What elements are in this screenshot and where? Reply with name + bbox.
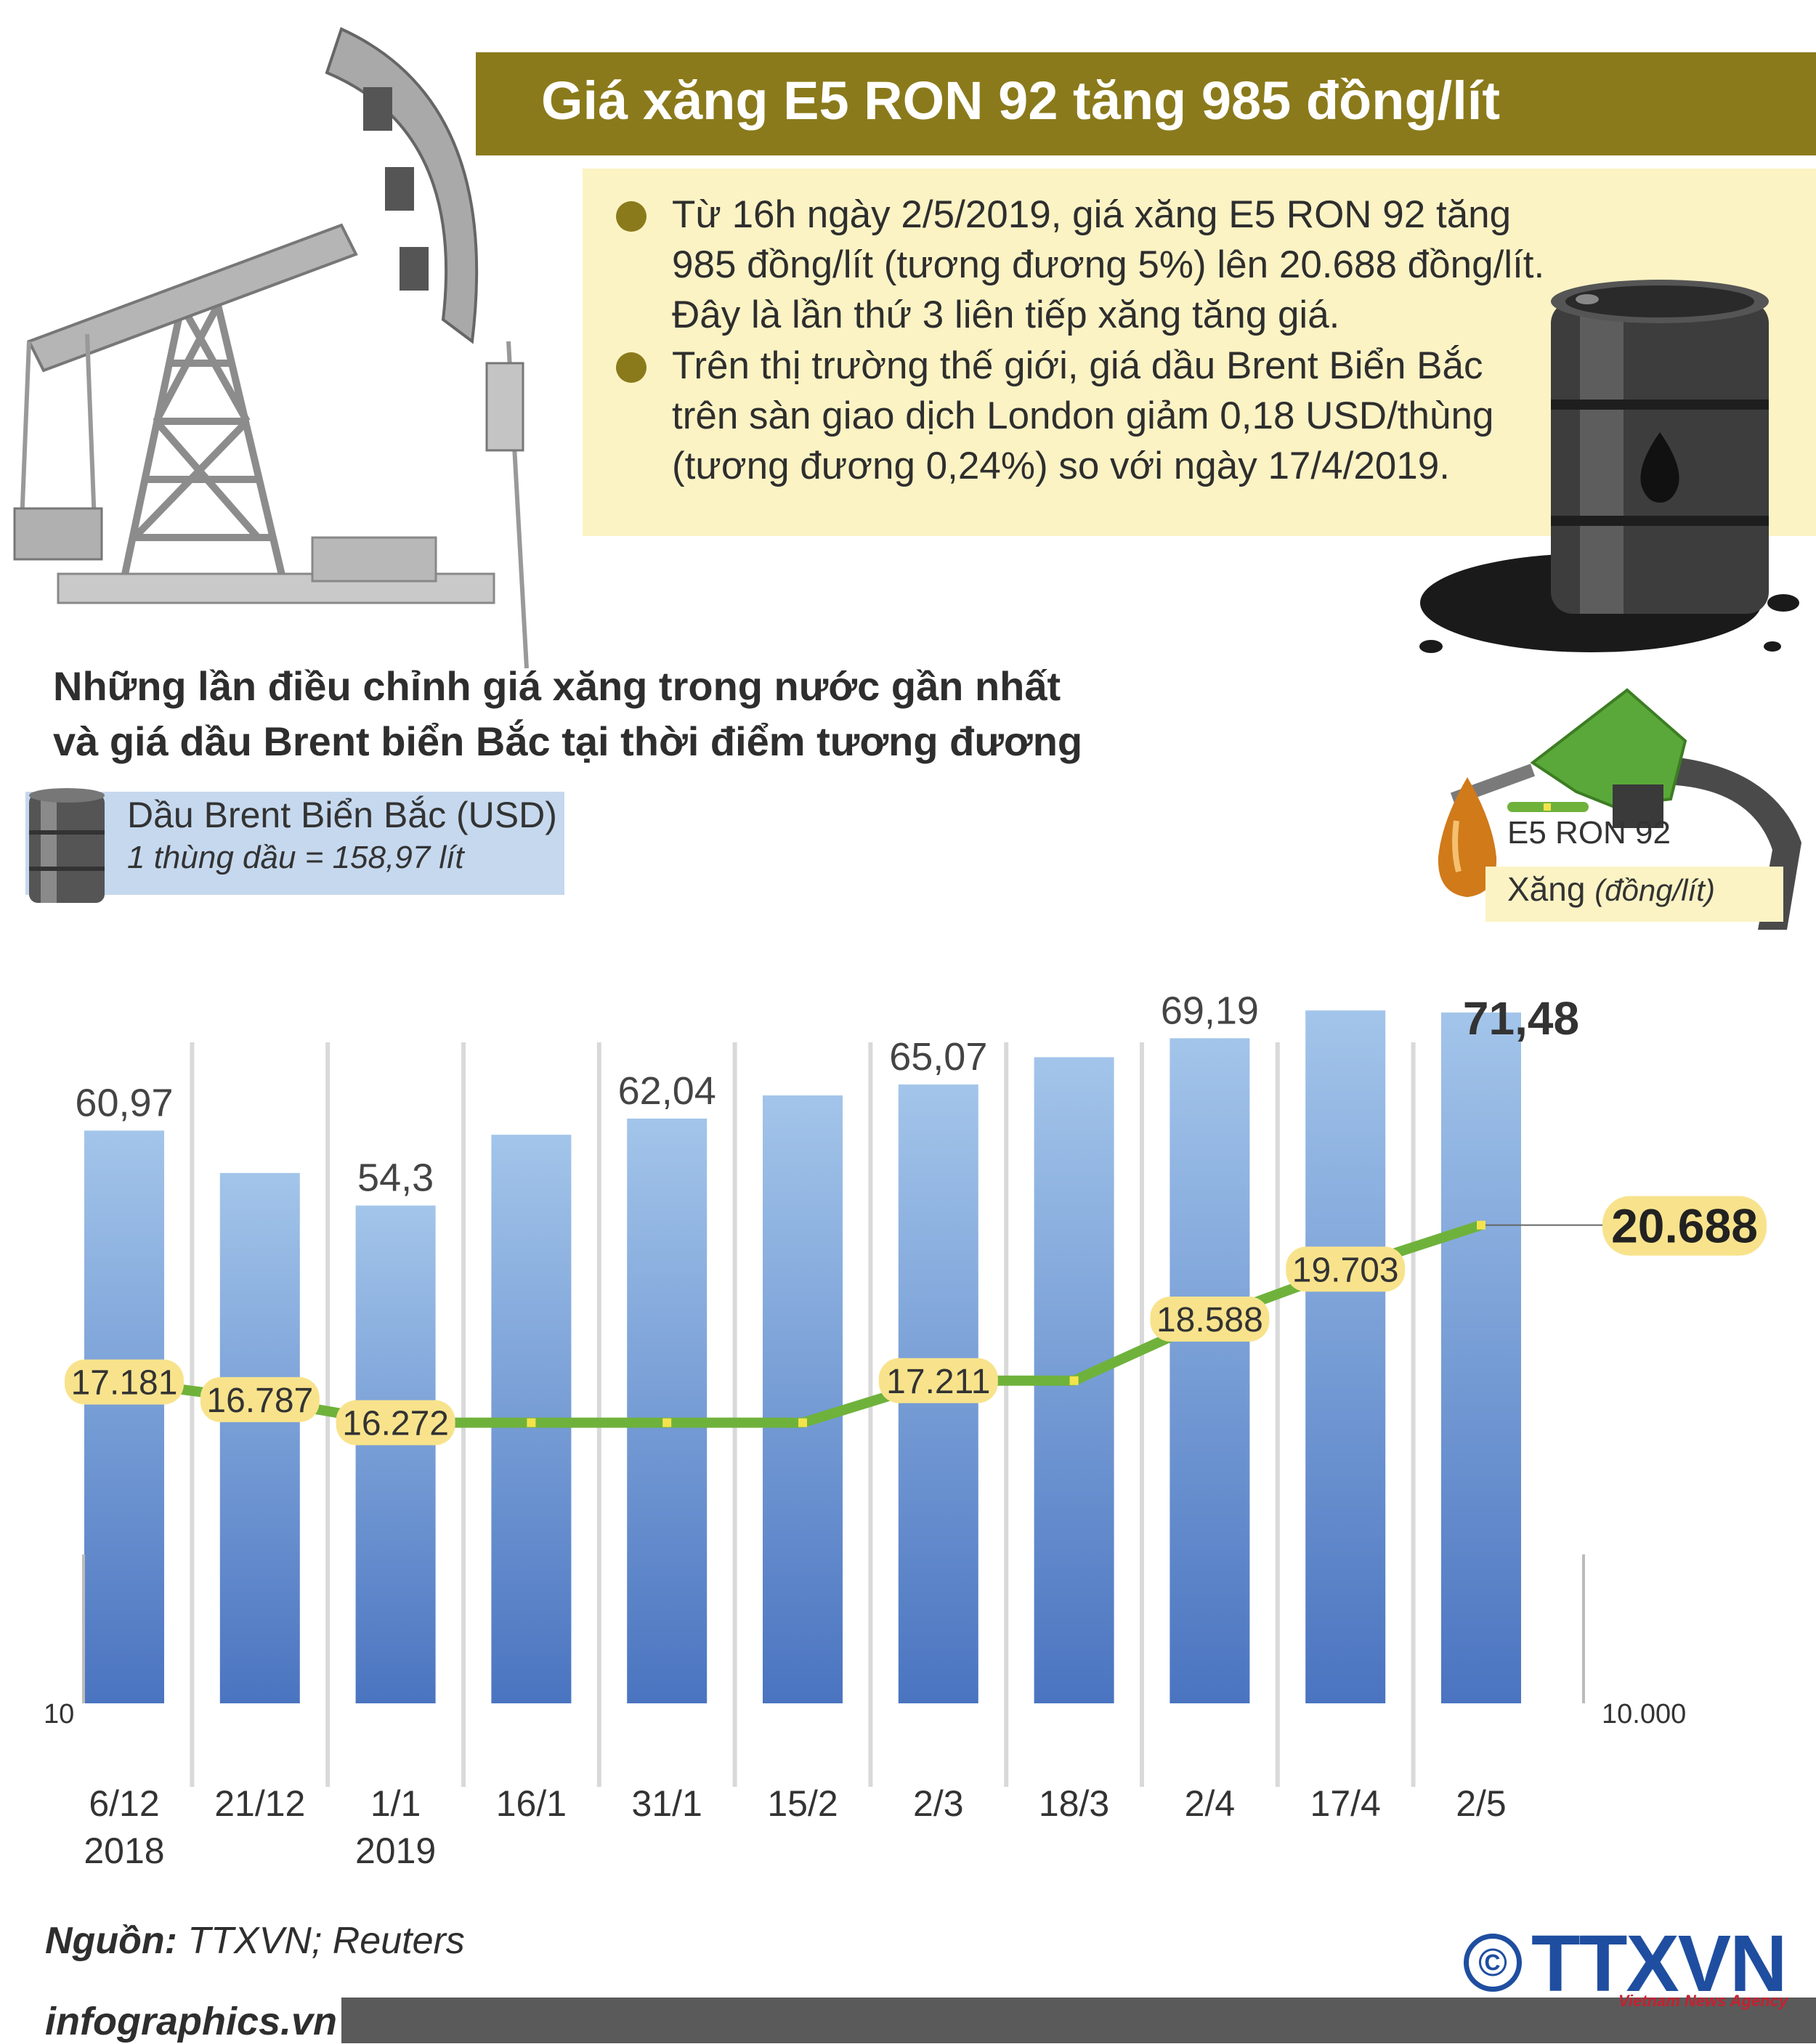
info-line: (tương đương 0,24%) so với ngày 17/4/201… xyxy=(672,445,1450,487)
bar xyxy=(219,1172,300,1703)
chart-subtitle: Những lần điều chỉnh giá xăng trong nước… xyxy=(53,663,1061,709)
legend-line-marker xyxy=(1544,803,1551,811)
footer-site: infographics.vn xyxy=(45,2000,338,2043)
line-value-label: 16.787 xyxy=(206,1382,313,1420)
ttxvn-logo-subtitle: Vietnam News Agency xyxy=(1618,1992,1788,2010)
legend-oil-note: 1 thùng dầu = 158,97 lít xyxy=(127,840,464,875)
bullet-icon xyxy=(616,352,646,383)
line-value-label: 18.588 xyxy=(1156,1301,1263,1339)
bar xyxy=(627,1118,708,1703)
source-value: TTXVN; Reuters xyxy=(187,1920,465,1962)
category-label: 15/2 xyxy=(767,1783,838,1824)
line-value-label: 16.272 xyxy=(342,1405,449,1443)
line-value-badge xyxy=(200,1376,320,1422)
fuel-nozzle-illustration xyxy=(1438,688,1801,930)
info-line: trên sàn giao dịch London giảm 0,18 USD/… xyxy=(672,394,1494,437)
category-year-label: 2019 xyxy=(355,1830,436,1871)
category-label: 21/12 xyxy=(214,1783,305,1824)
footer-site-bg xyxy=(0,1998,341,2043)
bar xyxy=(763,1095,843,1703)
source-label: Nguồn: xyxy=(45,1920,177,1962)
copyright-icon: © xyxy=(1464,1934,1522,1992)
info-line: 985 đồng/lít (tương đương 5%) lên 20.688… xyxy=(672,243,1545,286)
oil-pump-illustration xyxy=(13,27,529,669)
info-line: Đây là lần thứ 3 liên tiếp xăng tăng giá… xyxy=(672,293,1340,336)
legend-gas xyxy=(1485,867,1783,922)
barrel-icon xyxy=(29,788,105,903)
bar-value-label: 71,48 xyxy=(1463,992,1579,1045)
bar xyxy=(355,1205,436,1703)
line-marker xyxy=(662,1418,672,1427)
line-value-badge xyxy=(878,1358,998,1403)
page-title: Giá xăng E5 RON 92 tăng 985 đồng/lít xyxy=(541,70,1500,131)
line-value-badge xyxy=(1602,1196,1767,1256)
bar xyxy=(84,1130,164,1703)
legend-gas-unit: (đồng/lít) xyxy=(1594,873,1715,907)
line-value-badge xyxy=(336,1400,455,1445)
source-line: Nguồn: TTXVN; Reuters xyxy=(45,1919,465,1963)
category-label: 2/4 xyxy=(1185,1783,1236,1824)
line-value-label: 20.688 xyxy=(1611,1199,1758,1253)
right-axis-label: 10.000 xyxy=(1602,1699,1686,1729)
legend-gas-series: E5 RON 92 xyxy=(1507,815,1671,851)
line-marker xyxy=(527,1418,536,1427)
legend-oil-label: Dầu Brent Biển Bắc (USD) xyxy=(127,795,557,835)
bar-value-label: 62,04 xyxy=(618,1069,716,1113)
chart: 60,97 54,3 62,04 65,07 69,19 71,48 17.181 16.7… xyxy=(44,989,1767,1871)
legend-gas-label-text: Xăng xyxy=(1507,870,1586,908)
line-marker xyxy=(1069,1376,1079,1385)
bar xyxy=(1305,1010,1386,1703)
category-label: 2/5 xyxy=(1456,1783,1507,1824)
bullet-icon xyxy=(616,201,646,232)
category-label: 1/1 xyxy=(370,1783,421,1824)
oil-barrel-illustration xyxy=(1419,280,1799,653)
bar-value-label: 65,07 xyxy=(889,1035,987,1079)
category-label: 18/3 xyxy=(1039,1783,1109,1824)
ttxvn-logo: TTXVN xyxy=(1531,1919,1788,2008)
bar-value-label: 54,3 xyxy=(357,1156,434,1200)
bar-value-label: 60,97 xyxy=(75,1081,173,1124)
title-bar xyxy=(476,52,1816,155)
category-label: 17/4 xyxy=(1310,1783,1381,1824)
line-value-label: 17.181 xyxy=(71,1364,178,1403)
line-value-badge xyxy=(1286,1246,1406,1292)
bar xyxy=(1170,1038,1250,1703)
category-label: 16/1 xyxy=(496,1783,567,1824)
legend-gas-label: Xăng (đồng/lít) xyxy=(1507,869,1715,909)
line-value-label: 19.703 xyxy=(1292,1251,1399,1289)
category-label: 6/12 xyxy=(89,1783,159,1824)
line-marker xyxy=(798,1418,807,1427)
info-line: Trên thị trường thế giới, giá dầu Brent … xyxy=(672,344,1483,387)
bar-value-label: 69,19 xyxy=(1161,989,1259,1032)
category-year-label: 2018 xyxy=(84,1830,164,1871)
info-line: Từ 16h ngày 2/5/2019, giá xăng E5 RON 92… xyxy=(672,193,1512,236)
left-axis-label: 10 xyxy=(44,1699,74,1729)
line-value-badge xyxy=(1150,1296,1270,1342)
category-label: 2/3 xyxy=(913,1783,964,1824)
line-value-badge xyxy=(65,1359,184,1405)
legend-oil xyxy=(25,792,564,895)
line-marker xyxy=(1477,1220,1485,1230)
chart-subtitle: và giá dầu Brent biển Bắc tại thời điểm … xyxy=(53,718,1083,764)
bar xyxy=(1441,1012,1521,1703)
line-value-label: 17.211 xyxy=(886,1363,990,1401)
category-label: 31/1 xyxy=(632,1783,702,1824)
